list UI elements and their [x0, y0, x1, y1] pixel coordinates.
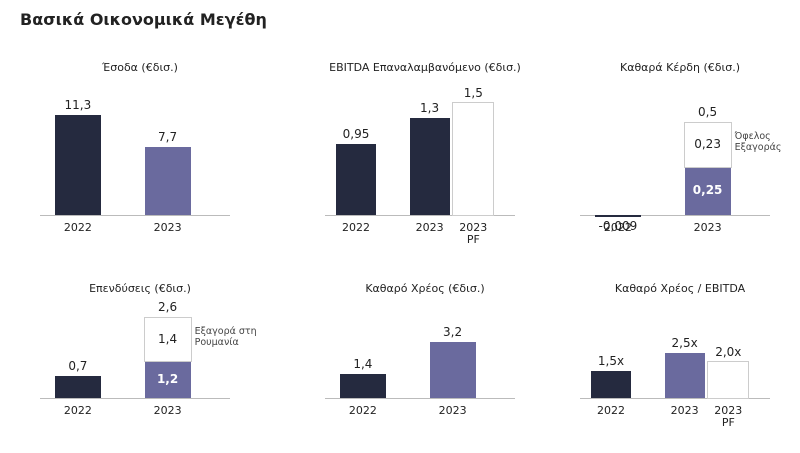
bar: [144, 361, 191, 398]
page-title: Βασικά Οικονομικά Μεγέθη: [20, 10, 267, 29]
baseline: [580, 215, 770, 216]
value-label: 2,5x: [671, 336, 698, 350]
value-label: 1,4: [353, 356, 373, 371]
x-tick-label: 2022: [597, 404, 625, 417]
value-label: 3,2: [443, 325, 463, 339]
value-label: 1,3: [420, 100, 440, 115]
value-label: 0,25: [692, 183, 723, 198]
value-label: 0,23: [691, 138, 724, 151]
x-tick-label: 2023 PF: [459, 221, 488, 246]
annotation: Όφελος: [734, 131, 771, 142]
value-label: 0,95: [342, 127, 370, 142]
value-label: 1,4: [151, 332, 184, 345]
annotation: Εξαγοράς: [734, 142, 782, 153]
x-tick-label: 2023: [153, 221, 182, 234]
x-tick-label: 2022: [348, 404, 377, 417]
bar: [684, 167, 731, 215]
x-tick-label: 2022: [63, 221, 92, 234]
total-label: 0,5: [698, 105, 718, 119]
annotation: Εξαγορά στη: [194, 326, 257, 337]
value-label: -0,009: [598, 218, 638, 233]
x-tick-label: 2022: [603, 221, 632, 234]
bar: [452, 102, 495, 216]
bar: [336, 144, 376, 215]
bar: [594, 215, 641, 217]
value-label: 2,0x: [715, 345, 742, 359]
x-tick-label: 2023: [153, 404, 182, 417]
x-tick-label: 2023 PF: [714, 404, 743, 429]
chart-title: Έσοδα (€δισ.): [102, 61, 178, 74]
bar: [54, 376, 101, 398]
total-label: 2,6: [158, 300, 178, 314]
x-tick-label: 2023: [693, 221, 722, 234]
bar: [409, 117, 450, 215]
value-label: 7,7: [158, 129, 178, 144]
value-label: 11,3: [64, 98, 92, 112]
bar: [429, 342, 476, 398]
x-tick-label: 2023: [438, 404, 467, 417]
baseline: [40, 215, 230, 216]
bar: [339, 373, 386, 398]
baseline: [325, 398, 515, 399]
baseline: [325, 215, 515, 216]
bar: [54, 115, 101, 215]
x-tick-label: 2022: [63, 404, 92, 417]
chart-title: EBITDA Επαναλαμβανόμενο (€δισ.): [329, 61, 521, 74]
annotation: Ρουμανία: [194, 337, 239, 348]
x-tick-label: 2023: [670, 404, 699, 417]
x-tick-label: 2023: [415, 221, 444, 234]
chart-title: Καθαρό Χρέος (€δισ.): [365, 282, 485, 295]
value-label: 1,5: [463, 86, 483, 100]
chart-title: Καθαρά Κέρδη (€δισ.): [619, 61, 741, 74]
bar: [144, 146, 191, 215]
x-tick-label: 2022: [342, 221, 370, 234]
value-label: 1,5x: [597, 354, 625, 368]
chart-title: Επενδύσεις (€δισ.): [89, 282, 191, 295]
value-label: 0,7: [68, 359, 88, 374]
baseline: [40, 398, 230, 399]
bar: [664, 353, 705, 398]
bar: [707, 361, 750, 399]
baseline: [580, 398, 770, 399]
chart-title: Καθαρό Χρέος / EBITDA: [614, 282, 746, 295]
value-label: 1,2: [156, 371, 179, 386]
bar: [591, 371, 631, 398]
